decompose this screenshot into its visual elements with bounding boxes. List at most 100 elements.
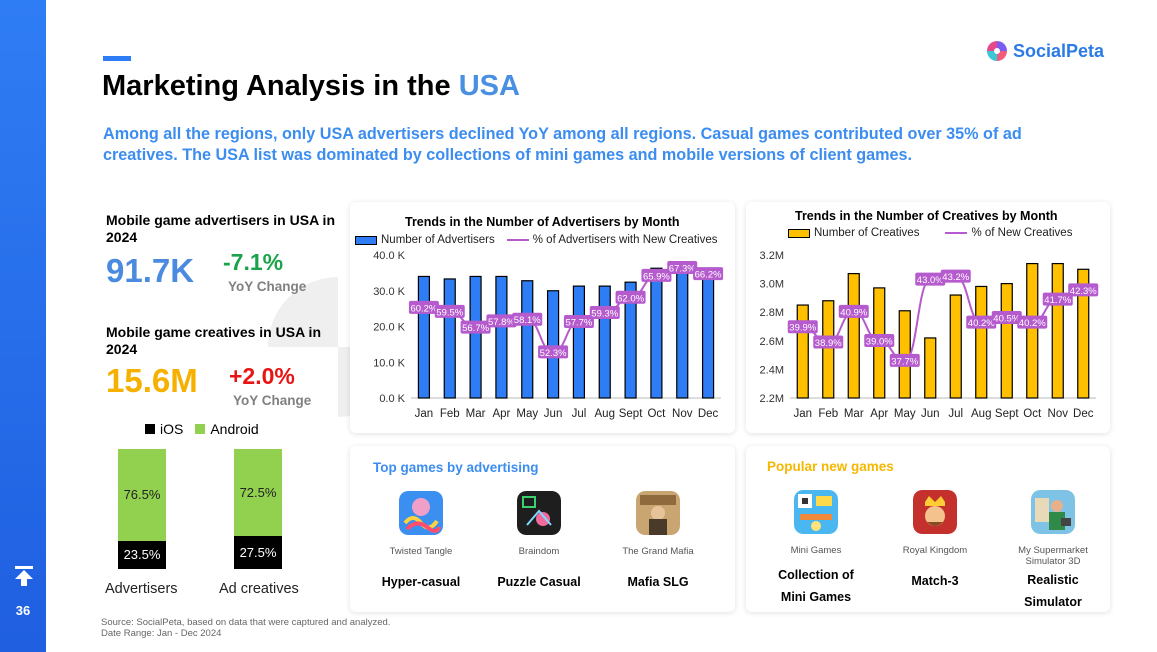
data-label-bg — [667, 260, 698, 274]
data-label: 39.9% — [789, 323, 816, 334]
data-label: 62.0% — [617, 293, 644, 304]
game-name: Twisted Tangle — [389, 546, 453, 557]
legend-advertisers-label: Number of Advertisers — [381, 234, 495, 246]
bar — [1051, 262, 1064, 399]
x-tick-label: Feb — [818, 408, 838, 420]
legend-creatives-label: Number of Creatives — [814, 227, 920, 239]
data-label: 43.2% — [942, 272, 969, 283]
game-genre-line1: Realistic — [1027, 573, 1079, 587]
game-name-line2: Simulator 3D — [1025, 556, 1081, 567]
game-supermarket-simulator[interactable]: My Supermarket Simulator 3D Realistic Si… — [998, 490, 1108, 613]
bar — [822, 300, 835, 399]
data-label-bg — [538, 345, 569, 359]
bar — [701, 267, 715, 399]
bar — [495, 275, 508, 399]
data-label: 43.0% — [917, 275, 944, 286]
data-label-bg — [1017, 315, 1048, 329]
game-royal-kingdom[interactable]: Royal Kingdom Match-3 — [880, 490, 990, 592]
source-line: Source: SocialPeta, based on data that w… — [101, 617, 391, 628]
data-label-bg — [486, 314, 517, 328]
new-games-title: Popular new games — [767, 459, 894, 474]
bar — [796, 304, 809, 399]
data-label: 59.3% — [591, 308, 618, 319]
page-number: 36 — [15, 603, 31, 618]
data-label-bg — [1042, 292, 1073, 306]
x-tick-label: Mar — [466, 408, 486, 420]
game-genre: Puzzle Casual — [497, 575, 581, 589]
creatives-chart-card: Trends in the Number of Creatives by Mon… — [746, 202, 1110, 433]
x-tick-label: Jan — [793, 408, 812, 420]
data-label-bg — [889, 353, 920, 367]
data-label-bg — [460, 320, 491, 334]
data-label-bg — [641, 268, 672, 282]
brand-name: SocialPeta — [1013, 40, 1105, 61]
creatives-yoy-label: YoY Change — [233, 393, 312, 408]
bar — [847, 272, 860, 399]
x-tick-label: Mar — [844, 408, 864, 420]
data-label-bg — [615, 290, 646, 304]
bar — [546, 290, 560, 399]
data-label: 57.7% — [565, 317, 592, 328]
game-genre-line1: Collection of — [778, 568, 854, 582]
x-tick-label: Jun — [544, 408, 563, 420]
game-name: Mini Games — [790, 545, 842, 556]
game-twisted-tangle[interactable]: Twisted Tangle Hyper-casual — [366, 491, 476, 593]
data-label: 40.9% — [840, 307, 867, 318]
y-tick-label: 2.2M — [760, 393, 784, 405]
game-grand-mafia[interactable]: The Grand Mafia Mafia SLG — [603, 491, 713, 593]
bar — [650, 267, 663, 399]
creatives-yoy-change: +2.0% — [229, 363, 295, 389]
data-label: 42.3% — [1070, 286, 1097, 297]
game-genre: Match-3 — [911, 574, 959, 588]
advertisers-chart-title: Trends in the Number of Advertisers by M… — [405, 215, 680, 229]
x-tick-label: Jul — [948, 408, 963, 420]
x-tick-label: May — [516, 408, 538, 420]
data-label: 38.9% — [815, 338, 842, 349]
x-tick-label: Nov — [1048, 408, 1069, 420]
legend-line-swatch — [506, 239, 529, 241]
game-name: Royal Kingdom — [902, 545, 968, 556]
bar — [469, 275, 482, 399]
y-tick-label: 2.8M — [760, 307, 784, 319]
advertisers-platform-bar: 76.5% 23.5% — [118, 449, 166, 569]
data-label-bg — [787, 320, 818, 334]
advertisers-bar-label: Advertisers — [105, 581, 178, 597]
y-tick-label: 40.0 K — [373, 250, 405, 262]
x-tick-label: Sept — [619, 408, 643, 420]
source-note: Source: SocialPeta, based on data that w… — [101, 617, 390, 639]
advertisers-yoy-change: -7.1% — [223, 249, 284, 275]
x-tick-label: Apr — [492, 408, 510, 420]
creatives-ios-segment: 27.5% — [234, 536, 282, 569]
data-label-bg — [1068, 283, 1099, 297]
top-games-title: Top games by advertising — [373, 460, 539, 475]
supermarket-simulator-icon — [1031, 490, 1075, 534]
data-label: 66.2% — [695, 270, 722, 281]
bar — [924, 337, 937, 399]
back-to-top-icon[interactable] — [13, 565, 35, 587]
advertisers-android-segment: 76.5% — [118, 449, 166, 541]
page-title: Marketing Analysis in the USA — [102, 70, 520, 103]
bar — [949, 294, 962, 399]
advertisers-kpi-label: Mobile game advertisers in USA in 2024 — [106, 212, 335, 245]
twisted-tangle-icon — [399, 491, 443, 535]
game-braindom[interactable]: Braindom Puzzle Casual — [484, 491, 594, 593]
advertisers-kpi-value: 91.7K — [106, 252, 195, 289]
legend-ios-label: iOS — [160, 421, 184, 437]
data-label-bg — [434, 304, 465, 318]
data-label-bg — [813, 335, 844, 349]
bar — [676, 270, 689, 399]
bar — [1026, 262, 1039, 399]
legend-new-creatives-pct-label: % of New Creatives — [971, 227, 1073, 239]
legend-new-creatives-label: % of Advertisers with New Creatives — [532, 234, 718, 246]
legend-bar-swatch — [788, 228, 810, 238]
advertisers-chart-legend: Number of Advertisers % of Advertisers w… — [355, 234, 717, 246]
y-tick-label: 2.4M — [760, 364, 784, 376]
data-label: 59.5% — [436, 307, 463, 318]
side-bar: 36 — [0, 0, 46, 652]
game-mini-games[interactable]: Mini Games Collection of Mini Games — [761, 490, 871, 608]
bar — [975, 285, 988, 399]
y-tick-label: 20.0 K — [373, 322, 405, 334]
data-label: 65.9% — [643, 271, 670, 282]
data-label-bg — [563, 314, 594, 328]
data-label: 58.1% — [514, 315, 541, 326]
